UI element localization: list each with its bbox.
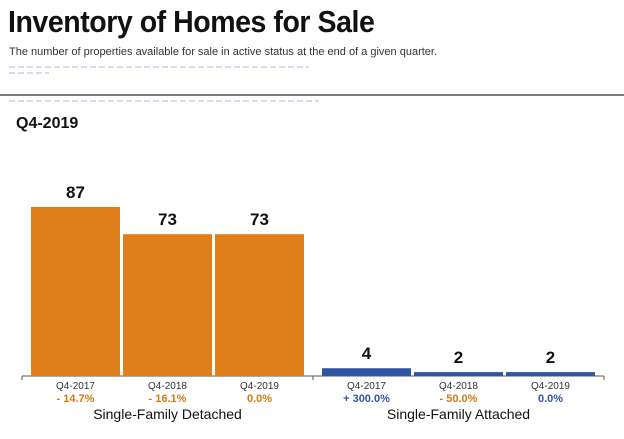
period-label: Q4-2019: [16, 115, 79, 132]
x-tick-label: Q4-2019: [531, 381, 570, 392]
chart-title: Inventory of Homes for Sale: [8, 4, 375, 39]
bar: [322, 368, 411, 376]
bar-value-label: 87: [66, 183, 85, 202]
change-percent-label: + 300.0%: [343, 393, 390, 405]
header-divider: [0, 94, 624, 96]
group-label: Single-Family Detached: [93, 406, 242, 422]
bar: [414, 372, 503, 376]
x-tick-label: Q4-2017: [56, 381, 95, 392]
change-percent-label: - 14.7%: [57, 393, 95, 405]
bar: [123, 234, 212, 376]
faded-text-line: [9, 72, 49, 74]
change-percent-label: 0.0%: [247, 393, 272, 405]
faded-text-line: [9, 66, 309, 68]
bar: [31, 207, 120, 376]
bar-value-label: 73: [250, 210, 269, 229]
change-percent-label: - 16.1%: [149, 393, 187, 405]
bar: [506, 372, 595, 376]
bar-value-label: 2: [454, 348, 463, 367]
change-percent-label: 0.0%: [538, 393, 563, 405]
bar-value-label: 73: [158, 210, 177, 229]
x-tick-label: Q4-2017: [347, 381, 386, 392]
x-tick-label: Q4-2018: [439, 381, 478, 392]
change-percent-label: - 50.0%: [440, 393, 478, 405]
bar: [215, 234, 304, 376]
x-tick-label: Q4-2018: [148, 381, 187, 392]
bar-value-label: 2: [546, 348, 555, 367]
x-tick-label: Q4-2019: [240, 381, 279, 392]
bar-value-label: 4: [362, 344, 372, 363]
group-label: Single-Family Attached: [387, 406, 530, 422]
faded-text-line: [9, 100, 319, 102]
chart-subtitle: The number of properties available for s…: [9, 46, 438, 58]
